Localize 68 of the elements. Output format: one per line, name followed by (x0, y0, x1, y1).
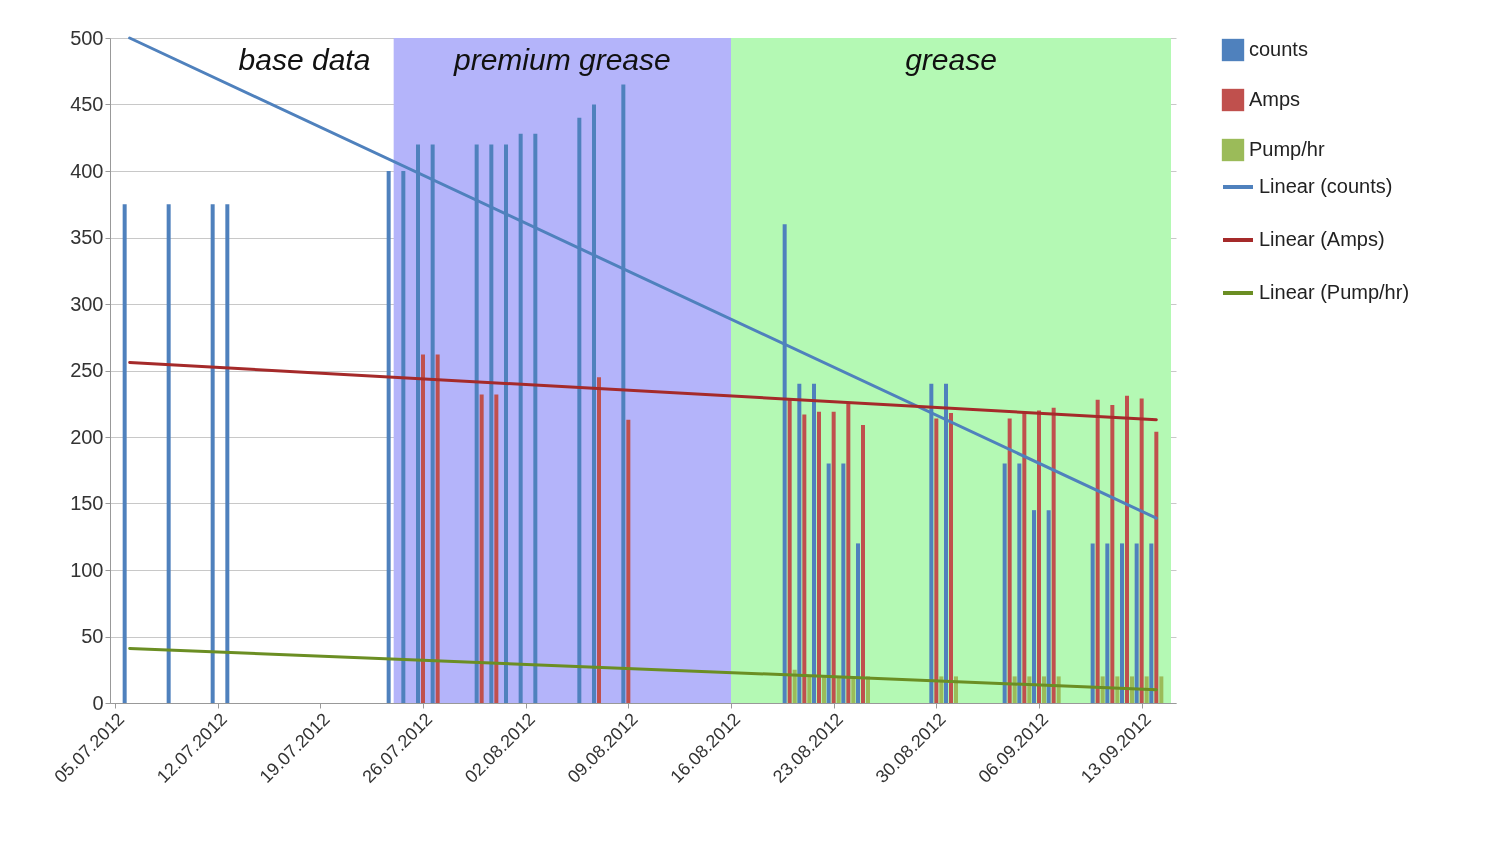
y-tick-label: 400 (70, 159, 104, 182)
bar (1032, 510, 1036, 703)
bar (826, 463, 831, 703)
band-label: grease (905, 43, 997, 77)
bar (435, 354, 440, 703)
legend-label: counts (1249, 38, 1308, 60)
y-tick-label: 100 (70, 558, 104, 581)
bar (1159, 676, 1164, 703)
bar (1007, 418, 1012, 703)
bar (597, 377, 601, 703)
bar (836, 676, 841, 703)
y-tick-label: 200 (70, 425, 104, 448)
annotation: base data (238, 43, 371, 77)
bar (166, 204, 171, 703)
y-tick-label: 350 (70, 226, 104, 248)
legend-label: Pump/hr (1249, 138, 1325, 160)
legend-label: Linear (Pump/hr) (1259, 281, 1410, 303)
bar (1090, 543, 1095, 703)
bar (210, 204, 215, 703)
bar (1017, 463, 1022, 703)
legend-label: Linear (counts) (1259, 175, 1393, 197)
legend-label: Linear (Amps) (1259, 228, 1385, 250)
bar (812, 383, 816, 703)
bar (1125, 395, 1129, 703)
bar (856, 543, 860, 703)
bar (831, 411, 836, 703)
y-tick-label: 500 (70, 26, 104, 49)
bar (122, 204, 127, 703)
bar (479, 394, 484, 703)
bar (807, 676, 812, 703)
bar (792, 669, 797, 703)
bar (934, 418, 939, 703)
bar (822, 676, 826, 703)
bar (1095, 399, 1100, 703)
bar (1134, 543, 1139, 703)
bar (1120, 543, 1124, 703)
bar (787, 399, 792, 703)
bar (841, 463, 846, 703)
bar (1051, 407, 1056, 703)
y-tick-label: 450 (70, 93, 104, 115)
bar (1105, 543, 1110, 703)
y-tick-label: 250 (70, 359, 104, 381)
bar (817, 411, 821, 703)
bar (421, 354, 425, 703)
bar (1046, 510, 1051, 703)
bar (861, 425, 865, 703)
bar (1110, 405, 1115, 703)
bar (846, 403, 851, 703)
bar (1139, 398, 1144, 703)
bar (1154, 431, 1159, 703)
bar (1037, 410, 1041, 703)
bar (949, 413, 953, 703)
bar (1022, 411, 1027, 703)
bar (401, 171, 406, 703)
bar (1149, 543, 1154, 703)
bar (802, 414, 807, 703)
y-tick-label: 0 (92, 691, 104, 714)
bar (386, 171, 391, 703)
y-tick-label: 300 (70, 292, 104, 315)
bar (1002, 463, 1007, 703)
bar (797, 383, 802, 703)
bar (626, 419, 631, 703)
y-tick-label: 50 (81, 625, 104, 647)
legend-label: Amps (1249, 88, 1301, 110)
bar (225, 204, 230, 703)
y-tick-label: 150 (70, 492, 104, 514)
bar (494, 394, 499, 703)
band-label: premium grease (452, 43, 671, 77)
